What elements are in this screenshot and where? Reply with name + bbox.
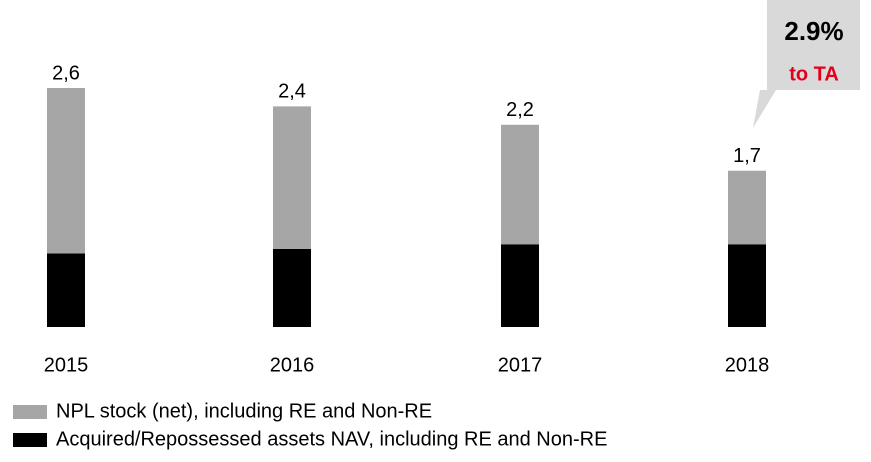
total-label: 2,2 (506, 99, 534, 121)
total-label: 1,7 (733, 145, 761, 167)
bar-segment (728, 170, 766, 245)
legend-label: Acquired/Repossessed assets NAV, includi… (56, 428, 607, 450)
callout-subtext: to TA (789, 63, 839, 85)
legend-swatch (13, 405, 47, 419)
x-tick-label: 2015 (44, 354, 89, 376)
total-label: 2,6 (52, 62, 80, 84)
callout-text: 2.9% (784, 16, 843, 46)
bar-segment (728, 244, 766, 327)
total-label: 2,4 (278, 81, 306, 103)
legend-label: NPL stock (net), including RE and Non-RE (56, 400, 432, 422)
bar-segment (273, 106, 311, 249)
x-tick-label: 2017 (498, 354, 543, 376)
bar-segment (501, 244, 539, 327)
bar-segment (47, 253, 85, 327)
callout-box (753, 0, 860, 128)
x-tick-label: 2016 (270, 354, 315, 376)
bar-segment (273, 248, 311, 327)
legend-swatch (13, 433, 47, 447)
bar-segment (47, 88, 85, 254)
bar-segment (501, 124, 539, 245)
x-tick-label: 2018 (725, 354, 770, 376)
